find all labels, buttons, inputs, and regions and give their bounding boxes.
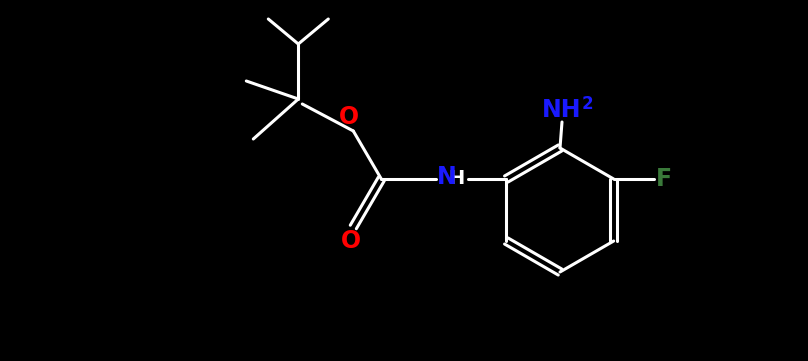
Text: H: H: [448, 170, 465, 188]
Text: F: F: [655, 167, 671, 191]
Text: NH: NH: [542, 98, 582, 122]
Text: 2: 2: [582, 95, 594, 113]
Text: O: O: [339, 105, 360, 129]
Text: O: O: [341, 229, 361, 253]
Text: N: N: [436, 165, 457, 189]
